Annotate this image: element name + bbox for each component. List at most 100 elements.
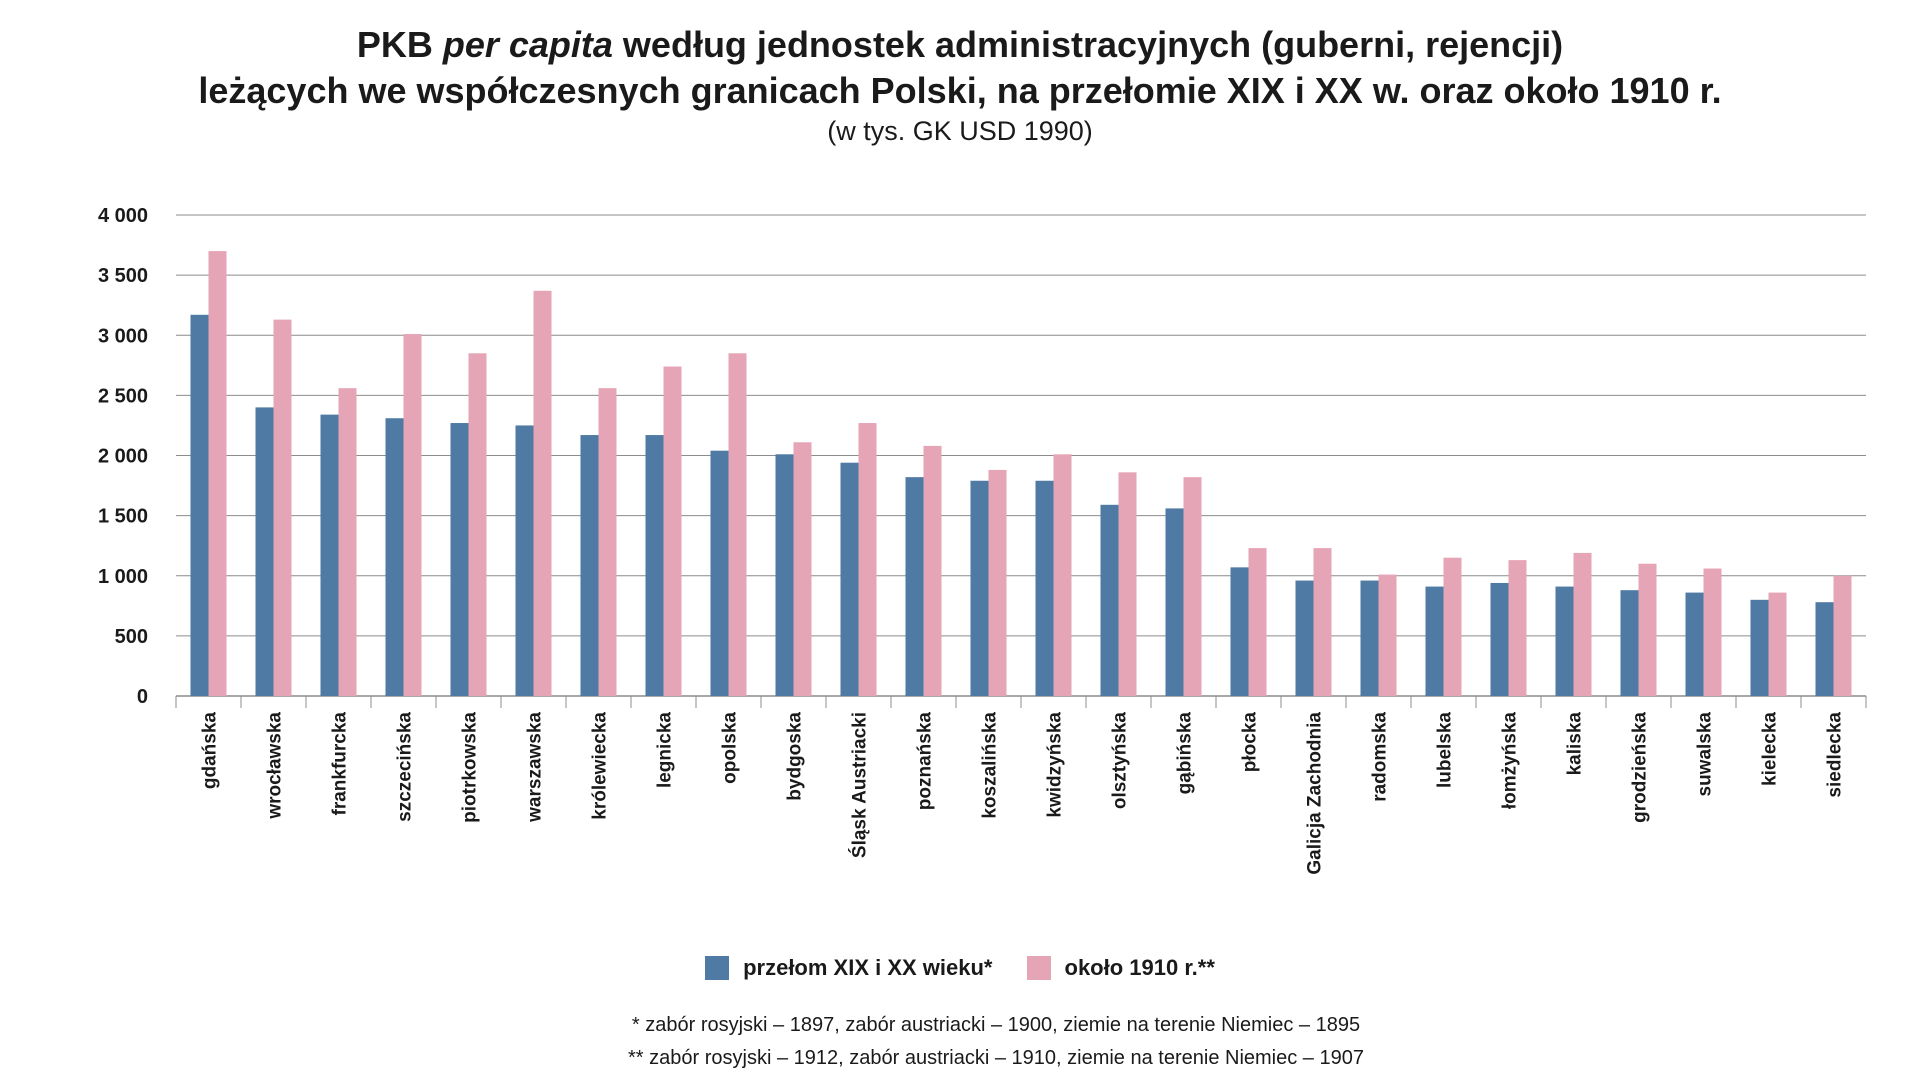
bar-series1 <box>385 418 404 696</box>
bar-series1 <box>905 477 924 696</box>
x-tick-label: lubelska <box>1435 712 1456 788</box>
bar-series2 <box>1248 548 1267 696</box>
bar-series2 <box>1573 552 1592 696</box>
bar-series1 <box>580 435 599 696</box>
bar-series2 <box>1638 563 1657 696</box>
y-tick-label: 3 500 <box>98 265 148 287</box>
x-tick-label: suwalska <box>1695 712 1716 797</box>
bar-series1 <box>515 425 534 696</box>
x-tick-label: kielecka <box>1760 712 1781 786</box>
chart-title-italic: per capita <box>442 24 613 65</box>
bar-series1 <box>1815 602 1834 696</box>
bar-series1 <box>190 314 209 696</box>
bar-series2 <box>858 423 877 696</box>
y-tick-label: 3 000 <box>98 325 148 347</box>
legend-label-series2: około 1910 r.** <box>1064 955 1215 980</box>
footnote-2: ** zabór rosyjski – 1912, zabór austriac… <box>628 1047 1364 1069</box>
chart-title-line2: leżących we współczesnych granicach Pols… <box>198 70 1722 111</box>
y-tick-label: 4 000 <box>98 205 148 227</box>
y-tick-label: 2 500 <box>98 385 148 407</box>
x-tick-label: gąbińska <box>1175 712 1196 795</box>
x-tick-label: opolska <box>720 712 741 784</box>
bar-series1 <box>645 435 664 696</box>
bar-series1 <box>320 414 339 696</box>
y-tick-label: 500 <box>115 626 148 648</box>
bar-series2 <box>1833 575 1852 696</box>
legend-swatch-series1 <box>705 956 730 980</box>
chart-title-line1: PKB per capita według jednostek administ… <box>356 24 1564 65</box>
bar-series1 <box>710 450 729 696</box>
x-tick-label: królewiecka <box>590 712 611 820</box>
bar-series1 <box>1750 599 1769 696</box>
bar-series2 <box>1053 454 1072 696</box>
x-tick-label: Galicja Zachodnia <box>1305 712 1326 875</box>
y-tick-label: 1 000 <box>98 566 148 588</box>
chart-subtitle: (w tys. GK USD 1990) <box>827 116 1093 146</box>
bar-series2 <box>1378 574 1397 696</box>
bar-series1 <box>255 407 274 696</box>
bar-series2 <box>533 290 552 696</box>
bar-series2 <box>1768 592 1787 696</box>
bar-series2 <box>988 469 1007 696</box>
y-tick-label: 1 500 <box>98 506 148 528</box>
bar-series2 <box>923 445 942 696</box>
x-tick-label: warszawska <box>525 712 546 823</box>
x-tick-label: szczecińska <box>395 712 416 822</box>
x-tick-label: poznańska <box>915 712 936 811</box>
legend-item-series1: przełom XIX i XX wieku* <box>705 955 993 981</box>
bar-series2 <box>1118 472 1137 696</box>
x-tick-label: olsztyńska <box>1110 712 1131 810</box>
bar-series2 <box>598 388 617 696</box>
bar-series2 <box>793 442 812 696</box>
bar-series1 <box>1425 586 1444 696</box>
bar-series2 <box>338 388 357 696</box>
x-tick-label: bydgoska <box>785 712 806 801</box>
x-tick-label: grodzieńska <box>1630 712 1651 823</box>
bar-series2 <box>1703 568 1722 696</box>
bar-series1 <box>840 462 859 696</box>
bar-series2 <box>403 334 422 696</box>
x-tick-label: radomska <box>1370 712 1391 802</box>
bar-series1 <box>1620 590 1639 696</box>
bar-series2 <box>728 353 747 696</box>
x-tick-label: koszalińska <box>980 712 1001 819</box>
footnote-1: * zabór rosyjski – 1897, zabór austriack… <box>631 1014 1361 1036</box>
x-tick-label: gdańska <box>200 712 221 790</box>
bar-series2 <box>468 353 487 696</box>
bar-series1 <box>1165 508 1184 696</box>
bar-series1 <box>1035 480 1054 696</box>
x-tick-label: piotrkowska <box>460 712 481 823</box>
legend-item-series2: około 1910 r.** <box>1026 955 1215 981</box>
bar-series1 <box>970 480 989 696</box>
x-tick-label: siedlecka <box>1825 712 1846 798</box>
bar-series2 <box>208 251 227 696</box>
bar-series2 <box>1183 477 1202 696</box>
x-tick-label: kwidzyńska <box>1045 712 1066 818</box>
bar-series2 <box>663 366 682 696</box>
bar-chart: 0 500 1 000 1 500 2 000 2 500 3 000 3 500 4 000 g… <box>98 205 1867 875</box>
x-tick-label: wrocławska <box>265 712 286 820</box>
bar-series1 <box>1230 567 1249 696</box>
bar-series2 <box>1313 548 1332 696</box>
legend-swatch-series2 <box>1026 956 1051 980</box>
y-tick-label: 2 000 <box>98 446 148 468</box>
bar-series2 <box>1443 557 1462 696</box>
bar-series1 <box>450 423 469 696</box>
bar-series1 <box>1100 504 1119 696</box>
bar-series1 <box>1295 580 1314 696</box>
bar-series1 <box>775 454 794 696</box>
x-tick-label: legnicka <box>655 712 676 788</box>
legend: przełom XIX i XX wieku* około 1910 r.** <box>0 955 1920 981</box>
x-tick-label: Śląsk Austriacki <box>849 712 871 858</box>
y-tick-label: 0 <box>137 686 148 708</box>
legend-label-series1: przełom XIX i XX wieku* <box>743 955 993 980</box>
bar-series1 <box>1360 580 1379 696</box>
bar-series1 <box>1490 582 1509 696</box>
x-tick-label: łomżyńska <box>1500 712 1521 810</box>
bar-series2 <box>273 319 292 696</box>
x-tick-label: płocka <box>1240 712 1261 773</box>
bar-series2 <box>1508 560 1527 696</box>
x-tick-label: frankfurcka <box>330 712 351 816</box>
bar-series1 <box>1555 586 1574 696</box>
bar-series1 <box>1685 592 1704 696</box>
